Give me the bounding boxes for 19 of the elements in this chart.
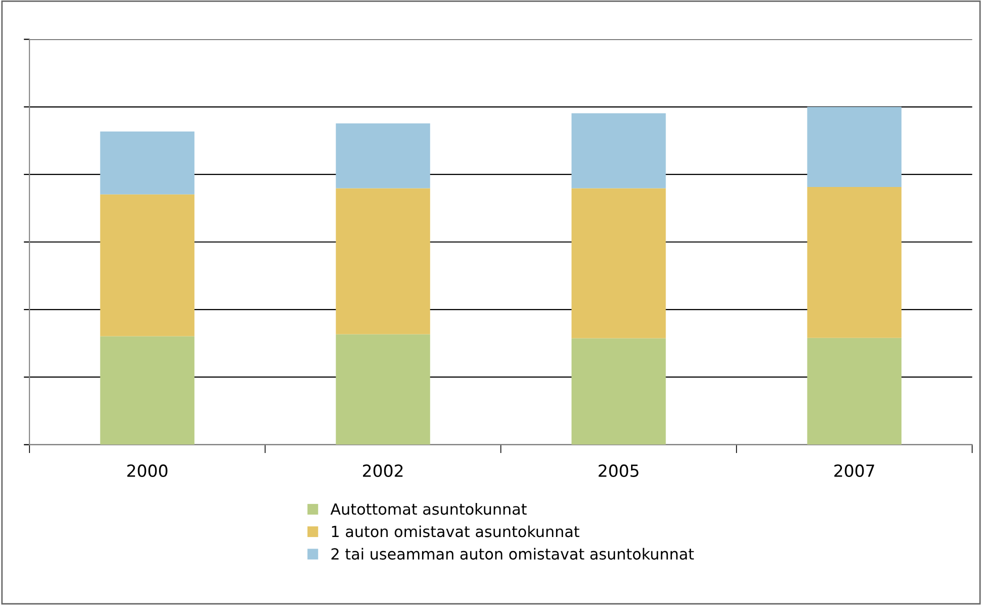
- bar: [572, 188, 666, 338]
- x-tick-label: 2002: [362, 464, 403, 478]
- legend-label: 1 auton omistavat asuntokunnat: [332, 525, 580, 538]
- bar: [807, 106, 902, 187]
- bar: [100, 336, 194, 445]
- bar: [336, 123, 430, 188]
- bar: [572, 113, 666, 188]
- bar: [336, 188, 430, 334]
- bar: [100, 194, 194, 336]
- bar: [336, 334, 430, 445]
- x-tick-label: 2005: [598, 464, 638, 478]
- bar: [807, 338, 902, 445]
- legend-label: Autottomat asuntokunnat: [330, 503, 527, 515]
- legend-label: 2 tai useamman auton omistavat asuntokunnat: [331, 548, 694, 560]
- bar: [807, 186, 902, 338]
- x-tick-label: 2007: [834, 464, 874, 478]
- x-tick-label: 2000: [127, 464, 168, 478]
- bar: [100, 132, 194, 194]
- bar: [572, 338, 666, 445]
